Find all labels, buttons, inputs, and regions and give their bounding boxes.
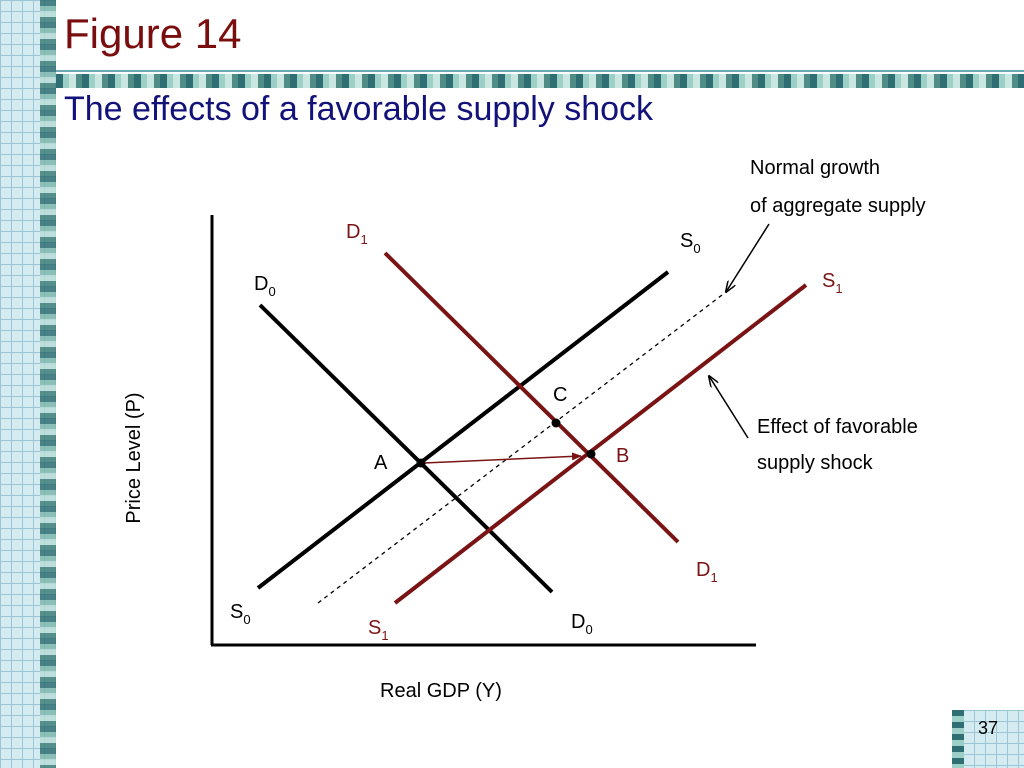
shift-arrow-a-to-b bbox=[423, 452, 582, 464]
growth-annotation-line1: Normal growth bbox=[750, 157, 880, 179]
d1-bottom-label: D1 bbox=[696, 559, 718, 585]
point-c-marker bbox=[551, 418, 561, 428]
growth-annotation-line2: of aggregate supply bbox=[750, 195, 926, 217]
y-axis-label: Price Level (P) bbox=[123, 392, 145, 523]
figure-title: Figure 14 bbox=[64, 10, 242, 57]
point-b-label: B bbox=[616, 445, 629, 467]
corner-decorative-block bbox=[952, 710, 1024, 768]
page-number: 37 bbox=[977, 718, 998, 738]
point-a-label: A bbox=[374, 452, 388, 474]
s1-curve bbox=[393, 283, 808, 605]
growth-pointer-arrow bbox=[726, 223, 770, 292]
s1-bottom-label: S1 bbox=[368, 617, 389, 643]
d0-bottom-label: D0 bbox=[571, 611, 593, 637]
s1-top-label: S1 bbox=[822, 270, 843, 296]
left-decorative-strip bbox=[0, 0, 56, 768]
s0-top-label: S0 bbox=[680, 230, 701, 256]
point-c-label: C bbox=[553, 384, 567, 406]
title-divider-line bbox=[56, 70, 1024, 72]
point-b-marker bbox=[586, 449, 596, 459]
shock-annotation-line1: Effect of favorable bbox=[757, 416, 918, 438]
normal-growth-line bbox=[317, 294, 723, 604]
slide-subtitle: The effects of a favorable supply shock bbox=[64, 90, 654, 128]
d0-curve bbox=[258, 303, 554, 594]
d1-curve bbox=[383, 251, 680, 544]
s0-bottom-label: S0 bbox=[230, 601, 251, 627]
d0-top-label: D0 bbox=[254, 273, 276, 299]
s0-curve bbox=[256, 270, 670, 590]
title-divider-band bbox=[56, 74, 1024, 88]
d1-top-label: D1 bbox=[346, 221, 368, 247]
x-axis-label: Real GDP (Y) bbox=[380, 680, 502, 702]
shock-pointer-arrow bbox=[709, 376, 749, 439]
point-a-marker bbox=[416, 458, 426, 468]
shock-annotation-line2: supply shock bbox=[757, 452, 874, 474]
